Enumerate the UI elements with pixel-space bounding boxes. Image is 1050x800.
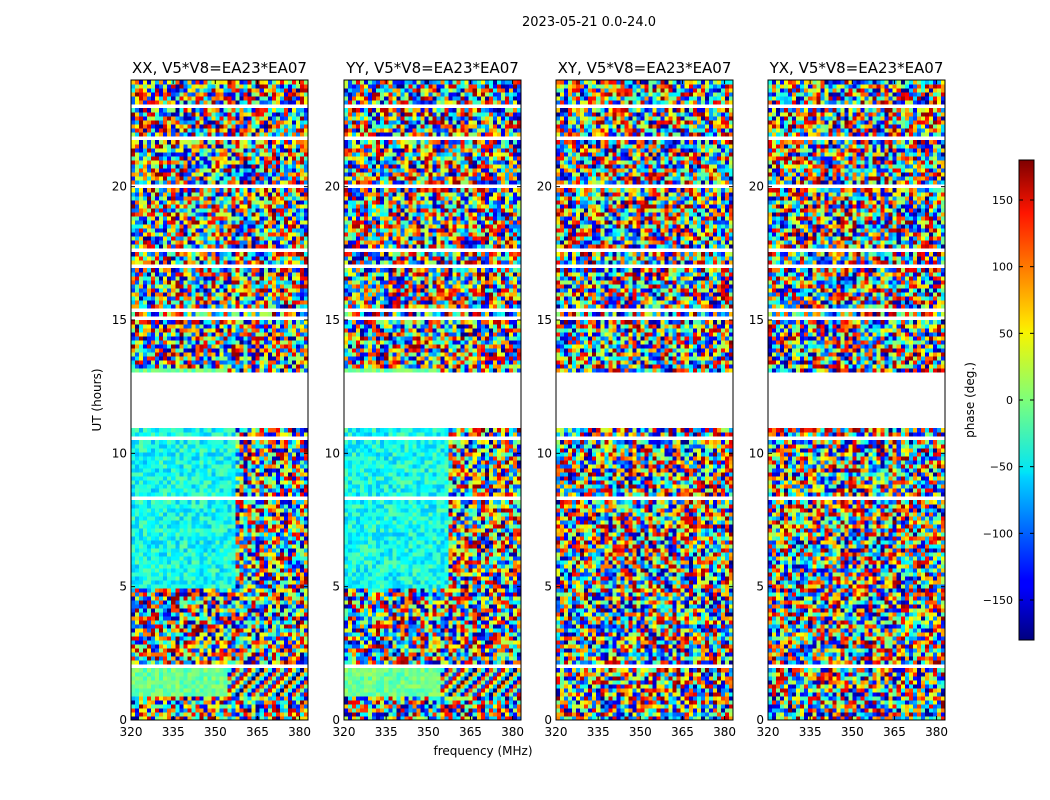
- panel-yy: YY, V5*V8=EA23*EA07 320 335 350 365 380 0 5 10 15…: [325, 59, 524, 739]
- x-tick-label: 365: [459, 725, 482, 739]
- x-tick-label: 350: [629, 725, 652, 739]
- y-tick-label: 20: [749, 180, 764, 194]
- x-tick-label: 335: [162, 725, 185, 739]
- y-tick-label: 5: [756, 580, 764, 594]
- colorbar-tick-label: 150: [992, 194, 1013, 207]
- y-tick-label: 5: [544, 580, 552, 594]
- y-tick-label: 5: [119, 580, 127, 594]
- x-tick-label: 380: [925, 725, 948, 739]
- x-tick-label: 335: [375, 725, 398, 739]
- y-tick-label: 0: [119, 713, 127, 727]
- x-tick-label: 320: [757, 725, 780, 739]
- x-axis-label: frequency (MHz): [433, 744, 532, 758]
- x-tick-label: 350: [204, 725, 227, 739]
- colorbar-tick-label: 100: [992, 261, 1013, 274]
- colorbar-tick-label: −150: [983, 594, 1013, 607]
- y-tick-label: 20: [112, 180, 127, 194]
- x-tick-label: 350: [841, 725, 864, 739]
- y-tick-label: 20: [325, 180, 340, 194]
- figure-suptitle: 2023-05-21 0.0-24.0: [522, 15, 656, 30]
- y-tick-label: 10: [537, 446, 552, 460]
- y-tick-label: 15: [325, 313, 340, 327]
- x-tick-label: 365: [246, 725, 269, 739]
- y-tick-label: 20: [537, 180, 552, 194]
- panel-yx: YX, V5*V8=EA23*EA07 320 335 350 365 380 0 5 10 15…: [749, 59, 948, 739]
- colorbar-tick-label: 50: [999, 327, 1013, 340]
- y-tick-label: 15: [537, 313, 552, 327]
- panels-group: XX, V5*V8=EA23*EA07 320 335 350 365 380 0 5 10 15…: [112, 59, 948, 739]
- y-tick-label: 0: [544, 713, 552, 727]
- y-axis-label: UT (hours): [90, 368, 104, 431]
- y-tick-label: 15: [112, 313, 127, 327]
- y-tick-label: 0: [756, 713, 764, 727]
- x-tick-label: 335: [587, 725, 610, 739]
- colorbar-tick-label: 0: [1006, 394, 1013, 407]
- x-tick-label: 350: [417, 725, 440, 739]
- panel-title: XY, V5*V8=EA23*EA07: [558, 59, 732, 77]
- x-tick-label: 365: [671, 725, 694, 739]
- x-tick-label: 320: [545, 725, 568, 739]
- x-tick-label: 335: [799, 725, 822, 739]
- x-tick-label: 365: [883, 725, 906, 739]
- colorbar-label: phase (deg.): [963, 362, 977, 438]
- y-tick-label: 10: [325, 446, 340, 460]
- colorbar-tick-label: −100: [983, 527, 1013, 540]
- x-tick-label: 320: [333, 725, 356, 739]
- panel-title: YX, V5*V8=EA23*EA07: [769, 59, 944, 77]
- panel-title: XX, V5*V8=EA23*EA07: [132, 59, 307, 77]
- panel-xx: XX, V5*V8=EA23*EA07 320 335 350 365 380 0 5 10 15…: [112, 59, 311, 739]
- y-tick-label: 15: [749, 313, 764, 327]
- x-tick-label: 320: [120, 725, 143, 739]
- x-tick-label: 380: [288, 725, 311, 739]
- panel-xy: XY, V5*V8=EA23*EA07 320 335 350 365 380 0 5 10 15…: [537, 59, 736, 739]
- y-tick-label: 5: [332, 580, 340, 594]
- y-tick-label: 10: [749, 446, 764, 460]
- x-tick-label: 380: [501, 725, 524, 739]
- colorbar-tick-label: −50: [990, 461, 1013, 474]
- y-tick-label: 0: [332, 713, 340, 727]
- x-tick-label: 380: [713, 725, 736, 739]
- y-tick-label: 10: [112, 446, 127, 460]
- panel-title: YY, V5*V8=EA23*EA07: [345, 59, 519, 77]
